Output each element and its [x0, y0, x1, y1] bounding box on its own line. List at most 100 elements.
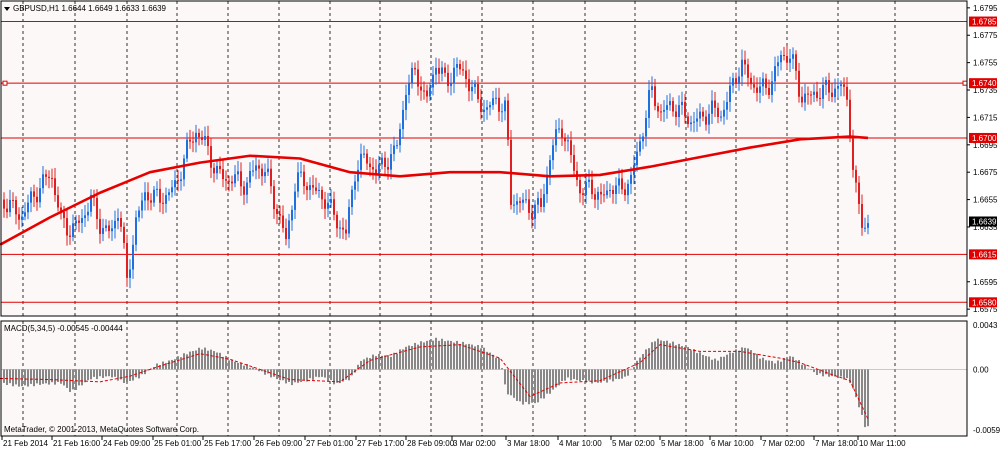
macd-bar [456, 340, 458, 370]
time-axis: 21 Feb 2014 21 Feb 16:00 24 Feb 09:00 25 Fe… [1, 436, 906, 448]
macd-panel-background [1, 321, 967, 436]
macd-tick-label: -0.00591 [973, 426, 1000, 435]
bear-candle [858, 182, 860, 205]
bear-candle [768, 87, 770, 95]
macd-bar [228, 360, 230, 370]
bull-candle [393, 145, 395, 155]
macd-bar [690, 350, 692, 370]
bear-candle [207, 136, 209, 147]
macd-bar [45, 369, 47, 384]
level-handle[interactable] [962, 80, 968, 86]
macd-bar [684, 346, 686, 370]
macd-bar [525, 369, 527, 402]
bull-candle [483, 109, 485, 113]
bear-candle [852, 137, 854, 170]
bull-candle [720, 116, 722, 118]
macd-bar [705, 356, 707, 370]
macd-bar [12, 369, 14, 387]
macd-bar [129, 369, 131, 381]
macd-bar [444, 341, 446, 370]
macd-bar [66, 369, 68, 388]
macd-bar [747, 348, 749, 370]
macd-panel[interactable] [1, 321, 967, 436]
bear-candle [810, 94, 812, 96]
time-tick-label: 3 Mar 02:00 [453, 439, 496, 448]
bull-candle [411, 67, 413, 84]
macd-bar [771, 360, 773, 370]
bull-candle [72, 223, 74, 237]
macd-panel-frame [0, 320, 968, 437]
bear-candle [189, 139, 191, 142]
bear-candle [861, 204, 863, 228]
bull-candle [180, 179, 182, 182]
bear-candle [531, 212, 533, 219]
bull-candle [348, 207, 350, 234]
macd-bar [294, 369, 296, 383]
level-handle[interactable] [2, 80, 8, 86]
macd-bar [225, 356, 227, 370]
bear-candle [477, 83, 479, 100]
bear-candle [417, 69, 419, 87]
bull-candle [627, 183, 629, 196]
bull-candle [330, 199, 332, 203]
bull-candle [144, 192, 146, 201]
bear-candle [705, 116, 707, 125]
bear-candle [342, 227, 344, 230]
macd-bar [498, 357, 500, 370]
macd-bar [672, 341, 674, 370]
bull-candle [429, 87, 431, 97]
macd-bar [570, 369, 572, 381]
bear-candle [843, 84, 845, 87]
bull-candle [291, 209, 293, 221]
price-panel[interactable] [1, 1, 967, 316]
bear-candle [612, 189, 614, 194]
macd-bar [495, 357, 497, 370]
bear-candle [564, 138, 566, 142]
macd-bar [420, 341, 422, 370]
bull-candle [777, 62, 779, 67]
macd-bar [714, 358, 716, 370]
bull-candle [516, 201, 518, 205]
dropdown-triangle-icon[interactable] [4, 7, 10, 11]
bull-candle [111, 228, 113, 232]
price-tick-label: 1.6635 [973, 223, 998, 232]
macd-bar [687, 347, 689, 370]
macd-bar [276, 369, 278, 380]
macd-bar [447, 340, 449, 370]
macd-bar [351, 369, 353, 376]
bull-candle [327, 202, 329, 209]
bull-candle [252, 170, 254, 172]
macd-bar [321, 369, 323, 377]
macd-bar [612, 369, 614, 382]
bear-candle [60, 207, 62, 212]
macd-bar [795, 360, 797, 370]
macd-bar [183, 353, 185, 370]
macd-bar [330, 369, 332, 381]
macd-bar [681, 346, 683, 370]
bear-candle [624, 189, 626, 196]
bear-candle [198, 132, 200, 138]
price-tick-label: 1.6575 [973, 305, 998, 314]
bear-candle [315, 187, 317, 191]
bear-candle [684, 101, 686, 117]
macd-bar [501, 368, 503, 370]
bull-candle [552, 145, 554, 161]
macd-bar [789, 356, 791, 370]
bull-candle [102, 227, 104, 234]
bear-candle [108, 225, 110, 232]
bull-candle [549, 160, 551, 175]
macd-bar [801, 364, 803, 370]
macd-bar [543, 369, 545, 399]
bull-candle [489, 105, 491, 108]
bear-candle [336, 214, 338, 229]
macd-bar [534, 369, 536, 404]
macd-tick-label: 0.00 [973, 365, 989, 374]
macd-bar [531, 369, 533, 403]
macd-bar [222, 356, 224, 370]
bull-candle [543, 194, 545, 207]
macd-bar [783, 357, 785, 370]
price-level-label: 1.6740 [972, 79, 997, 88]
macd-bar [516, 369, 518, 401]
macd-bar [231, 360, 233, 370]
